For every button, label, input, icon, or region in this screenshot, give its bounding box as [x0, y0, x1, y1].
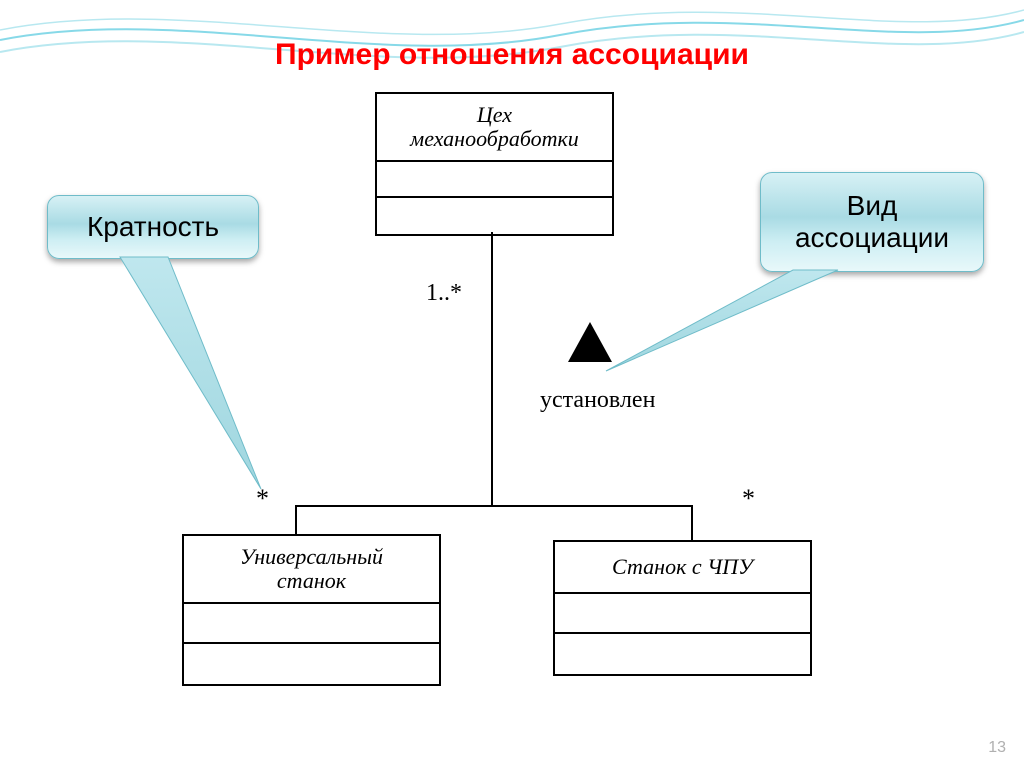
slide-stage: Пример отношения ассоциации Цех механооб… [0, 0, 1024, 767]
connector-horizontal [296, 505, 693, 507]
callout-association-type: Вид ассоциации [760, 172, 984, 272]
multiplicity-right: * [742, 484, 755, 514]
connector-vertical-main [491, 232, 493, 506]
uml-class-top-name-l1: Цех [477, 102, 512, 127]
page-number: 13 [988, 739, 1006, 757]
callout-multiplicity-text: Кратность [87, 211, 219, 243]
multiplicity-left: * [256, 484, 269, 514]
callout-association-type-l1: Вид [847, 190, 898, 221]
uml-class-left: Универсальный станок [182, 534, 441, 686]
association-direction-triangle-icon [568, 322, 612, 362]
connector-vertical-right [691, 505, 693, 540]
uml-class-top: Цех механообработки [375, 92, 614, 236]
association-label: установлен [540, 387, 655, 414]
uml-class-left-name-l2: станок [277, 568, 346, 593]
uml-class-right-name: Станок с ЧПУ [612, 555, 753, 579]
uml-class-right: Станок с ЧПУ [553, 540, 812, 676]
slide-title: Пример отношения ассоциации [0, 38, 1024, 72]
callout-multiplicity: Кратность [47, 195, 259, 259]
connector-vertical-left [295, 505, 297, 534]
uml-class-top-name-l2: механообработки [410, 126, 579, 151]
callout-association-type-l2: ассоциации [795, 222, 949, 253]
uml-class-left-name-l1: Универсальный [240, 544, 383, 569]
multiplicity-top: 1..* [426, 280, 462, 307]
